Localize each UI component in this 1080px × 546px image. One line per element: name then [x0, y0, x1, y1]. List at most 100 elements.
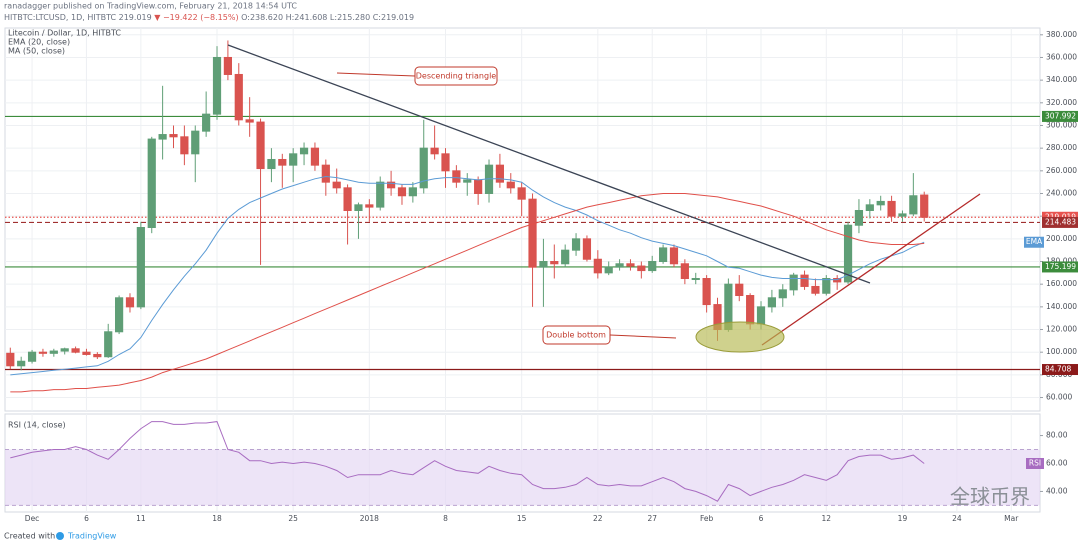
level-label: 219.019: [1045, 212, 1076, 221]
annotation-arrow: [336, 72, 416, 77]
candle-body: [267, 158, 276, 170]
footer-brand[interactable]: TradingView: [67, 532, 117, 541]
candle-body: [245, 119, 254, 123]
y-tick-label: 280.000: [1046, 143, 1077, 152]
candle-body: [310, 147, 320, 166]
x-tick-label: 12: [822, 514, 832, 523]
candle-body: [202, 113, 211, 132]
legend-entry: MA (50, close): [8, 47, 65, 56]
level-label: 307.992: [1045, 111, 1076, 120]
candle-body: [854, 209, 864, 226]
candle-body: [17, 360, 26, 367]
series-tag: EMA: [1026, 237, 1043, 246]
candle-body: [147, 138, 156, 229]
candle-body: [528, 198, 537, 268]
y-tick-label: 80.00: [1046, 431, 1068, 440]
candle-body: [669, 247, 679, 265]
candle-body: [376, 181, 385, 208]
watermark: 全球币界: [950, 485, 1030, 509]
candle-body: [387, 181, 396, 189]
x-tick-label: 6: [84, 514, 89, 523]
price-pane: [4, 27, 1041, 412]
candle-body: [332, 181, 341, 189]
candle-body: [180, 136, 189, 155]
candle-body: [898, 213, 907, 217]
plot: Dec 6 11 18 25 2018 8 15 22 27 Feb 6 12 19 24 Mar 60.000…: [5, 28, 1078, 523]
candle-body: [909, 195, 918, 215]
candle-body: [343, 187, 352, 211]
candle-body: [571, 238, 581, 251]
candle-body: [71, 348, 80, 353]
x-tick-label: 19: [898, 514, 908, 523]
annotation: Descending triangle: [416, 72, 497, 81]
level-label: 214.483: [1045, 217, 1076, 226]
candle-body: [474, 179, 483, 194]
descending-trendline: [227, 44, 871, 284]
candle-body: [82, 351, 91, 355]
level-label-box: [1042, 364, 1078, 376]
candle-body: [920, 194, 929, 218]
x-tick-label: 11: [136, 514, 146, 523]
candle-body: [561, 249, 570, 265]
candle-body: [746, 295, 755, 325]
candle-body: [463, 179, 472, 183]
legend-entry: EMA (20, close): [8, 38, 70, 47]
drawings: Descending triangle Double bottom: [227, 44, 981, 353]
candle-body: [582, 238, 592, 260]
y-tick-label: 40.00: [1046, 486, 1068, 495]
x-tick-label: 27: [647, 514, 657, 523]
candle-body: [735, 283, 744, 297]
x-tick-label: 6: [759, 514, 764, 523]
rsi-title: RSI (14, close): [8, 421, 66, 430]
candle-body: [843, 224, 853, 283]
candle-body: [169, 134, 178, 138]
candle-body: [397, 187, 407, 197]
candle-body: [223, 56, 233, 75]
candle-body: [125, 297, 135, 308]
candle-body: [811, 285, 820, 294]
candle-body: [234, 73, 243, 121]
annotation-box: [414, 66, 498, 86]
candle-body: [604, 266, 613, 274]
candle-body: [299, 147, 309, 155]
candle-body: [865, 204, 874, 211]
candle-body: [191, 130, 200, 155]
x-tick-label: Feb: [700, 514, 714, 523]
candle-body: [256, 121, 265, 170]
candle-body: [702, 278, 711, 306]
y-tick-label: 320.000: [1046, 98, 1077, 107]
y-tick-label: 260.000: [1046, 166, 1077, 175]
y-tick-label: 180.000: [1046, 257, 1077, 266]
x-tick-label: 22: [593, 514, 603, 523]
x-tick-label: Mar: [1004, 514, 1019, 523]
double-bottom-ellipse: [695, 321, 785, 353]
level-label-box: [1042, 261, 1078, 273]
rsi-band: [5, 449, 1040, 506]
candle-body: [495, 164, 504, 183]
candle-body: [452, 170, 461, 183]
annotation-box: [542, 325, 611, 345]
candle-body: [789, 274, 798, 291]
y-tick-label: 200.000: [1046, 234, 1077, 243]
x-tick-label: 15: [517, 514, 527, 523]
x-tick-label: 18: [212, 514, 222, 523]
candle-body: [38, 351, 48, 354]
candle-body: [800, 274, 809, 287]
series-tag-box: [1024, 236, 1044, 248]
candle-body: [60, 348, 69, 352]
candle-body: [822, 278, 831, 294]
y-tick-label: 160.000: [1046, 279, 1077, 288]
y-tick-label: 60.00: [1046, 459, 1068, 468]
candle-body: [887, 200, 896, 217]
candle-body: [691, 278, 700, 281]
x-tick-label: Dec: [25, 514, 40, 523]
level-label: 84.708: [1045, 365, 1071, 374]
rsi-line: [10, 421, 925, 502]
annotation-arrow: [609, 334, 677, 339]
y-tick-label: 360.000: [1046, 52, 1077, 61]
annotation: Double bottom: [546, 331, 606, 340]
logo: [56, 532, 64, 540]
level-label: 175.199: [1045, 262, 1076, 271]
series-tag: RSI: [1029, 459, 1041, 468]
